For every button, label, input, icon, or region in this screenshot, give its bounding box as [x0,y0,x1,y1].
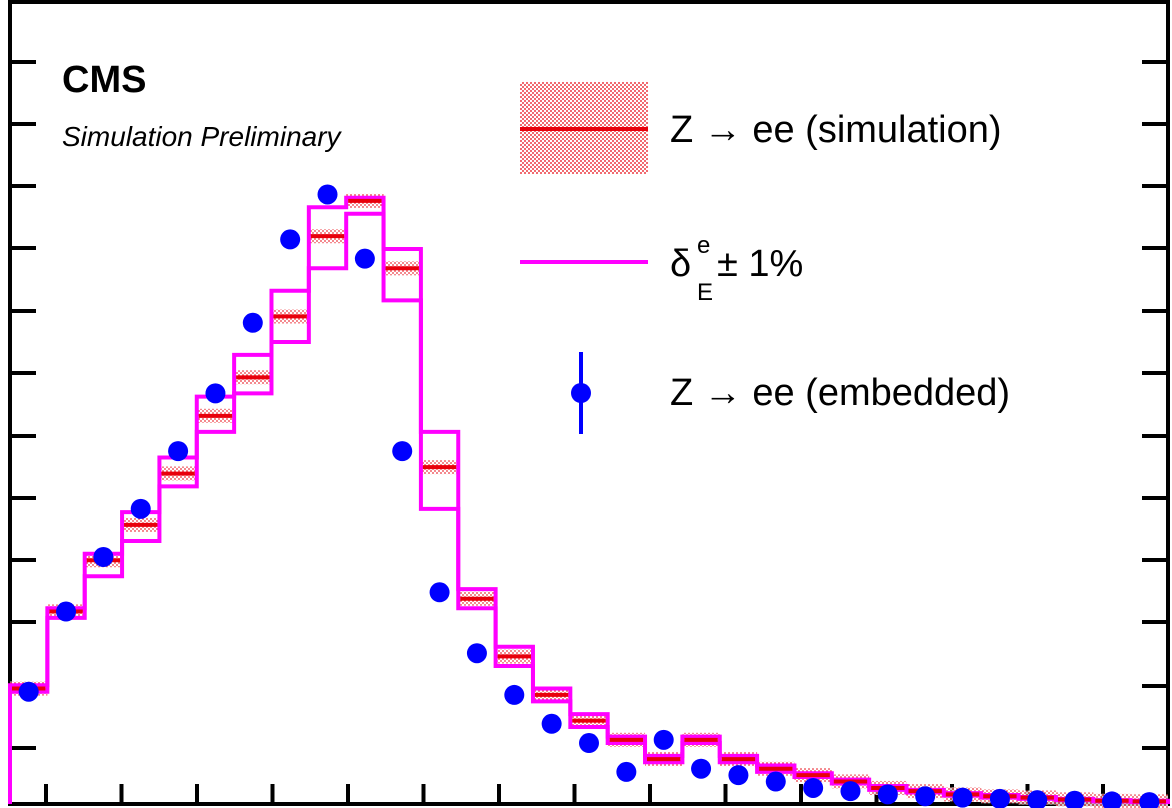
embedded-point [765,771,786,792]
variation-down-step [8,211,1170,805]
embedded-point [93,546,114,567]
legend-variation-subscript: E [697,279,713,306]
legend-variation-suffix: ± 1% [717,243,803,285]
embedded-point [1027,790,1048,808]
embedded-point [317,184,338,205]
embedded-point [205,383,226,404]
embedded-point [653,729,674,750]
embedded-point [392,441,413,462]
embedded-point [616,761,637,782]
experiment-label: CMS [62,59,146,101]
status-label: Simulation Preliminary [62,121,343,152]
embedded-point [1101,791,1122,808]
embedded-point [728,765,749,786]
legend-entry-simulation: Z → ee (simulation) [520,82,1002,174]
legend-embedded-prefix: Z [670,372,704,414]
legend-entry-variation: δ e E ± 1% [520,232,803,306]
legend-entry-embedded: Z → ee (embedded) [571,352,1010,434]
simulation-histogram [12,198,1166,804]
embedded-point [989,788,1010,808]
embedded-point [541,713,562,734]
embedded-point [915,786,936,807]
legend-simulation-label: Z → ee (simulation) [670,109,1002,151]
embedded-point [242,312,263,333]
variation-up-histogram [8,195,1170,804]
embedded-point [168,441,189,462]
embedded-point [1139,792,1160,808]
embedded-point [504,684,525,705]
embedded-point [354,248,375,269]
embedded-point [429,582,450,603]
plot-frame [8,0,1170,806]
legend-embedded-label: Z → ee (embedded) [670,372,1010,414]
embedded-point [877,784,898,805]
legend-embedded-suffix: ee (embedded) [742,372,1010,414]
variation-down-histogram [8,211,1170,805]
legend-variation-delta: δ [670,243,691,285]
embedded-point [840,781,861,802]
embedded-point [579,733,599,754]
legend-embedded-arrow: → [704,372,742,414]
legend-simulation-suffix: ee (simulation) [742,109,1002,151]
embedded-point [952,787,973,808]
embedded-point [130,498,151,519]
embedded-point [466,643,487,664]
embedded-point [56,601,77,622]
legend: Z → ee (simulation) δ e E ± 1% Z → ee (e… [520,82,1010,434]
variation-up-step [8,195,1170,804]
embedded-point [280,229,301,250]
legend-variation-superscript: e [697,232,710,259]
legend-simulation-arrow: → [704,109,742,151]
legend-embedded-marker [571,383,591,403]
embedded-point [691,758,712,779]
embedded-point [1064,790,1085,808]
embedded-point [18,681,39,702]
embedded-point [803,777,824,798]
legend-simulation-prefix: Z [670,109,704,151]
embedded-points [18,184,1160,808]
